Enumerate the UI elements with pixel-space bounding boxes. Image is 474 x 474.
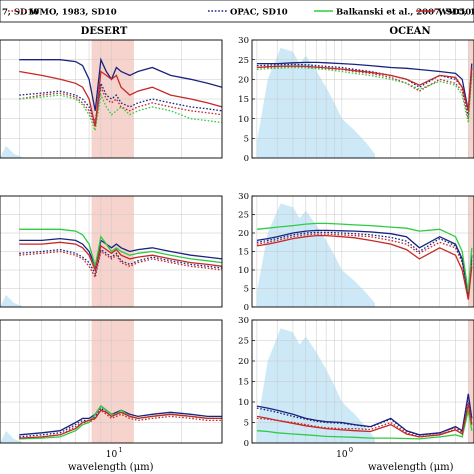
- panel-desert-1: [0, 39, 223, 159]
- series-line-b: [256, 401, 473, 438]
- y-tick-label: 20: [238, 76, 249, 86]
- axes-frame: [0, 319, 223, 444]
- svg-text:0: 0: [349, 446, 353, 454]
- legend-entry: WMO, 1983,: [416, 8, 474, 18]
- y-tick-label: 5: [244, 135, 249, 145]
- series-line-c: [19, 81, 223, 126]
- y-tick-label: 0: [244, 439, 249, 449]
- svg-text:10: 10: [336, 450, 348, 460]
- y-tick-label: 30: [238, 316, 249, 326]
- xlabel-desert: wavelength (μm): [68, 462, 154, 473]
- panel-desert-3: [0, 319, 223, 444]
- series-line-d: [256, 222, 473, 293]
- title-ocean: OCEAN: [389, 26, 430, 37]
- series-line-d: [256, 410, 473, 440]
- series-line-e: [19, 70, 223, 127]
- spectrum-shade: [256, 328, 376, 443]
- y-tick-label: 0: [244, 303, 249, 313]
- series-line-b: [256, 233, 473, 300]
- xlabel-ocean: wavelength (μm): [368, 462, 454, 473]
- panel-ocean-2: 0 5 10 15 20 25 30: [238, 192, 474, 313]
- series-line-c: [256, 395, 473, 436]
- y-tick-label: 10: [238, 115, 249, 125]
- spectrum-shade: [256, 47, 376, 158]
- spectrum-shade: [0, 146, 22, 158]
- y-tick-label: 15: [238, 378, 249, 388]
- title-desert: DESERT: [81, 26, 128, 37]
- legend-label: WMO, 1983,: [437, 8, 474, 18]
- y-tick-label: 20: [238, 229, 249, 239]
- series-line-b: [19, 409, 222, 440]
- legend-entry: WMO, 1983, SD10: [8, 8, 117, 18]
- x-tick-label-desert: 10 1: [106, 446, 123, 460]
- series-line-e: [256, 234, 473, 300]
- y-tick-label: 25: [238, 56, 249, 66]
- y-tick-label: 25: [238, 211, 249, 221]
- series-line-e: [256, 403, 473, 438]
- svg-text:10: 10: [106, 450, 118, 460]
- series-line-a: [19, 237, 223, 269]
- spectrum-shade: [256, 203, 376, 307]
- y-tick-label: 20: [238, 357, 249, 367]
- series-line-c: [19, 407, 222, 438]
- y-tick-label: 30: [238, 36, 249, 46]
- series-line-c: [256, 63, 473, 115]
- series-line-e: [19, 409, 222, 439]
- y-tick-label: 5: [244, 285, 249, 295]
- series-line-d: [256, 66, 473, 123]
- y-tick-label: 30: [238, 192, 249, 202]
- legend-label: OPAC, SD10: [230, 8, 288, 18]
- series-line-e: [256, 65, 473, 111]
- series-line-d: [19, 228, 223, 267]
- panel-desert-2: [0, 195, 223, 308]
- panel-ocean-3: 0 5 10 15 20 25 30: [238, 316, 474, 449]
- series-line-c: [256, 231, 473, 298]
- legend-label: Balkanski et al., 2007, SD50: [336, 8, 471, 18]
- axes-frame: [0, 195, 223, 308]
- y-tick-label: 15: [238, 248, 249, 258]
- y-tick-label: 25: [238, 337, 249, 347]
- legend-entry: 7, SD10: [2, 8, 39, 18]
- series-line-e: [19, 241, 223, 273]
- x-tick-label-ocean: 10 0: [336, 446, 353, 460]
- y-tick-label: 0: [244, 154, 249, 164]
- panel-ocean-1: 0 5 10 15 20 25 30: [238, 36, 474, 164]
- series-line-b: [256, 65, 473, 119]
- series-line-b: [19, 250, 223, 280]
- spectrum-shade: [0, 431, 22, 443]
- legend-label: 7, SD10: [2, 8, 39, 18]
- legend-entry: Balkanski et al., 2007, SD50: [314, 8, 471, 18]
- y-tick-label: 10: [238, 398, 249, 408]
- series-line-d: [19, 92, 223, 133]
- legend-label: WMO, 1983, SD10: [29, 8, 117, 18]
- legend-entry: OPAC, SD10: [208, 8, 288, 18]
- series-line-a: [256, 229, 473, 297]
- svg-text:1: 1: [119, 446, 123, 454]
- y-tick-label: 10: [238, 266, 249, 276]
- y-tick-label: 15: [238, 95, 249, 105]
- legend-box: [0, 0, 474, 23]
- axes-frame: [0, 39, 223, 159]
- series-line-c: [19, 248, 223, 276]
- spectrum-shade: [0, 295, 22, 307]
- series-line-a: [256, 61, 473, 111]
- y-tick-label: 5: [244, 419, 249, 429]
